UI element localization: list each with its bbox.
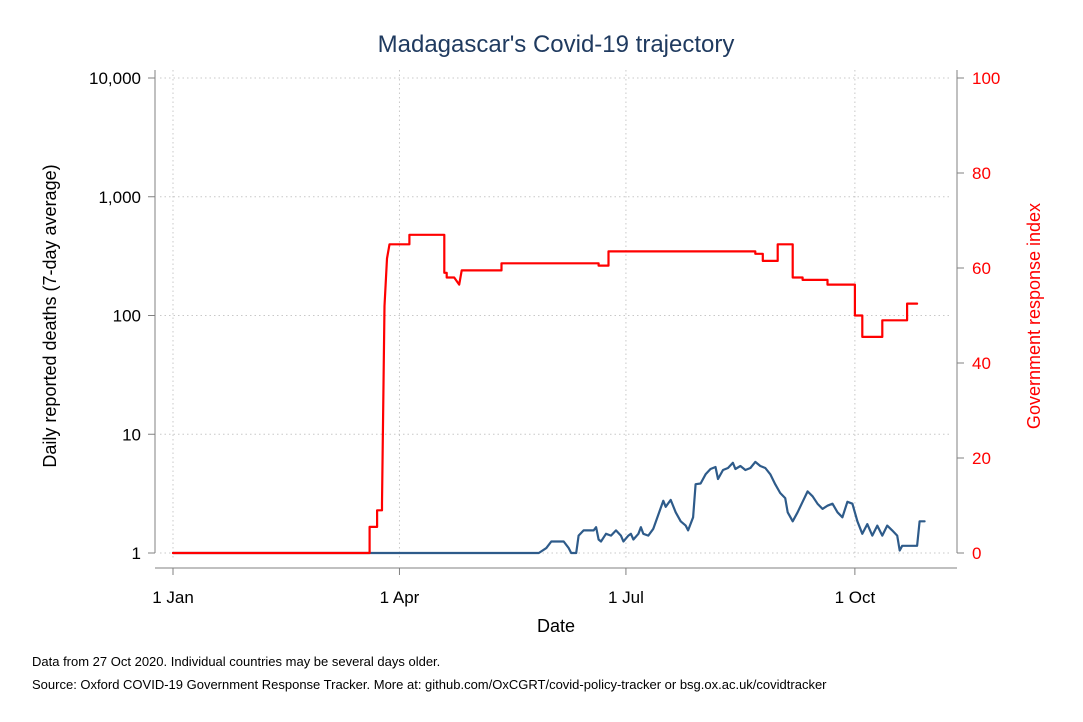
series-lines <box>171 233 926 555</box>
y2-tick-label: 20 <box>972 449 991 468</box>
y2-tick-label: 100 <box>972 69 1000 88</box>
x-tick-label: 1 Apr <box>380 588 420 607</box>
x-axis-label: Date <box>537 616 575 636</box>
gridlines <box>160 70 952 560</box>
y-tick-label: 1,000 <box>98 188 141 207</box>
chart-title: Madagascar's Covid-19 trajectory <box>378 31 735 58</box>
series-line-response-index <box>171 233 919 555</box>
y2-tick-label: 60 <box>972 259 991 278</box>
footnote-source: Source: Oxford COVID-19 Government Respo… <box>32 677 827 692</box>
y2-tick-label: 0 <box>972 544 981 563</box>
left-y-axis-ticks: 1 10 100 1,000 10,000 <box>89 69 155 563</box>
footnote-data-date: Data from 27 Oct 2020. Individual countr… <box>32 654 441 669</box>
y2-tick-label: 40 <box>972 354 991 373</box>
y-tick-label: 10 <box>122 425 141 444</box>
left-y-axis-label: Daily reported deaths (7-day average) <box>40 164 60 467</box>
x-axis-ticks: 1 Jan 1 Apr 1 Jul 1 Oct <box>152 568 875 607</box>
y-tick-label: 1 <box>132 544 141 563</box>
series-line-daily-deaths <box>171 460 926 555</box>
right-y-axis-ticks: 0 20 40 60 80 100 <box>957 69 1000 563</box>
y-tick-label: 100 <box>113 307 141 326</box>
x-tick-label: 1 Jul <box>608 588 644 607</box>
x-tick-label: 1 Jan <box>152 588 194 607</box>
y-tick-label: 10,000 <box>89 69 141 88</box>
y2-tick-label: 80 <box>972 164 991 183</box>
right-y-axis-label: Government response index <box>1024 203 1044 429</box>
x-tick-label: 1 Oct <box>835 588 876 607</box>
